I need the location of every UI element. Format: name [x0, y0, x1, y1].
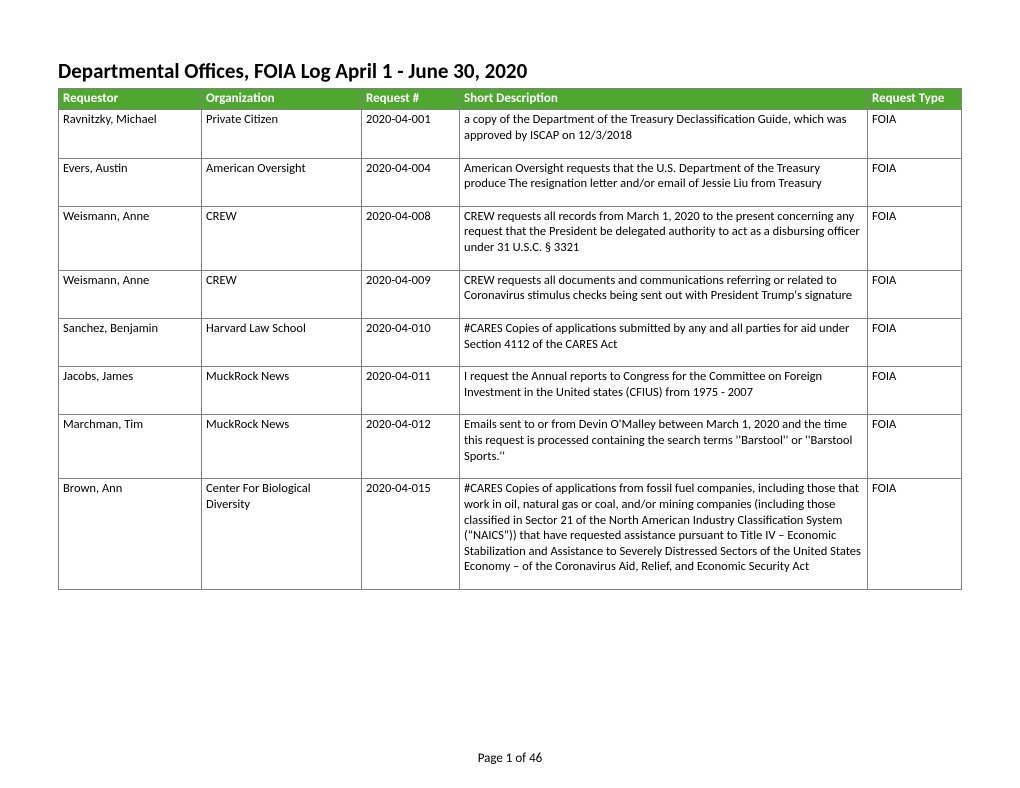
- table-row: Sanchez, Benjamin Harvard Law School 202…: [59, 318, 962, 366]
- cell-description: I request the Annual reports to Congress…: [460, 367, 868, 415]
- cell-organization: Center For Biological Diversity: [202, 479, 362, 590]
- cell-requestor: Weismann, Anne: [59, 206, 202, 270]
- cell-request-num: 2020-04-012: [362, 415, 460, 479]
- table-row: Ravnitzky, Michael Private Citizen 2020-…: [59, 110, 962, 158]
- cell-description: CREW requests all documents and communic…: [460, 270, 868, 318]
- cell-request-num: 2020-04-009: [362, 270, 460, 318]
- cell-organization: Private Citizen: [202, 110, 362, 158]
- cell-requestor: Ravnitzky, Michael: [59, 110, 202, 158]
- cell-requestor: Brown, Ann: [59, 479, 202, 590]
- col-header-requestor: Requestor: [59, 89, 202, 110]
- cell-organization: CREW: [202, 270, 362, 318]
- cell-type: FOIA: [868, 415, 962, 479]
- table-header-row: Requestor Organization Request # Short D…: [59, 89, 962, 110]
- cell-request-num: 2020-04-015: [362, 479, 460, 590]
- col-header-description: Short Description: [460, 89, 868, 110]
- table-row: Jacobs, James MuckRock News 2020-04-011 …: [59, 367, 962, 415]
- page-container: Departmental Offices, FOIA Log April 1 -…: [0, 0, 1020, 590]
- cell-description: Emails sent to or from Devin O'Malley be…: [460, 415, 868, 479]
- table-row: Marchman, Tim MuckRock News 2020-04-012 …: [59, 415, 962, 479]
- cell-requestor: Jacobs, James: [59, 367, 202, 415]
- cell-type: FOIA: [868, 270, 962, 318]
- page-footer: Page 1 of 46: [0, 751, 1020, 766]
- cell-organization: MuckRock News: [202, 367, 362, 415]
- cell-description: American Oversight requests that the U.S…: [460, 158, 868, 206]
- cell-requestor: Sanchez, Benjamin: [59, 318, 202, 366]
- cell-description: CREW requests all records from March 1, …: [460, 206, 868, 270]
- foia-log-table: Requestor Organization Request # Short D…: [58, 88, 962, 590]
- col-header-organization: Organization: [202, 89, 362, 110]
- cell-requestor: Evers, Austin: [59, 158, 202, 206]
- cell-request-num: 2020-04-010: [362, 318, 460, 366]
- table-body: Ravnitzky, Michael Private Citizen 2020-…: [59, 110, 962, 590]
- cell-organization: Harvard Law School: [202, 318, 362, 366]
- cell-type: FOIA: [868, 206, 962, 270]
- table-row: Weismann, Anne CREW 2020-04-008 CREW req…: [59, 206, 962, 270]
- cell-request-num: 2020-04-008: [362, 206, 460, 270]
- col-header-type: Request Type: [868, 89, 962, 110]
- cell-request-num: 2020-04-011: [362, 367, 460, 415]
- cell-request-num: 2020-04-004: [362, 158, 460, 206]
- cell-type: FOIA: [868, 318, 962, 366]
- cell-description: a copy of the Department of the Treasury…: [460, 110, 868, 158]
- cell-description: #CARES Copies of applications submitted …: [460, 318, 868, 366]
- table-row: Evers, Austin American Oversight 2020-04…: [59, 158, 962, 206]
- col-header-request-num: Request #: [362, 89, 460, 110]
- cell-organization: MuckRock News: [202, 415, 362, 479]
- cell-type: FOIA: [868, 110, 962, 158]
- table-row: Weismann, Anne CREW 2020-04-009 CREW req…: [59, 270, 962, 318]
- cell-organization: American Oversight: [202, 158, 362, 206]
- cell-requestor: Marchman, Tim: [59, 415, 202, 479]
- cell-type: FOIA: [868, 479, 962, 590]
- cell-organization: CREW: [202, 206, 362, 270]
- cell-requestor: Weismann, Anne: [59, 270, 202, 318]
- cell-type: FOIA: [868, 158, 962, 206]
- cell-type: FOIA: [868, 367, 962, 415]
- cell-description: #CARES Copies of applications from fossi…: [460, 479, 868, 590]
- table-row: Brown, Ann Center For Biological Diversi…: [59, 479, 962, 590]
- cell-request-num: 2020-04-001: [362, 110, 460, 158]
- page-title: Departmental Offices, FOIA Log April 1 -…: [58, 58, 962, 84]
